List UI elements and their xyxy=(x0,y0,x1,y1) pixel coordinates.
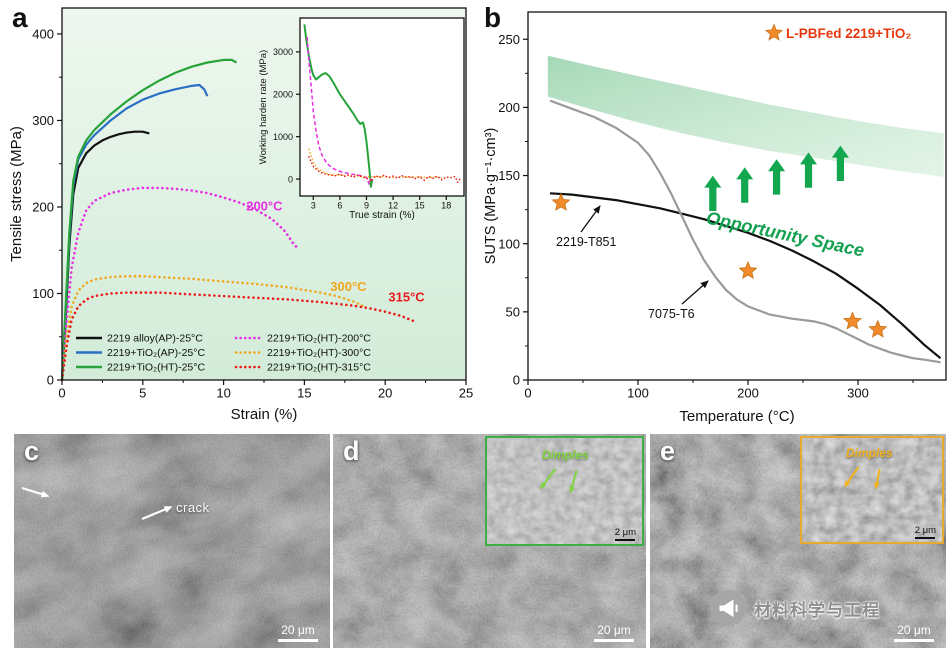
scale-bar-c-line xyxy=(278,639,318,642)
scale-bar-e: 20 μm xyxy=(894,624,934,642)
inset-scale-bar-d-line xyxy=(615,539,636,541)
watermark-text: 材料科学与工程 xyxy=(754,600,880,620)
svg-text:0: 0 xyxy=(58,385,65,400)
svg-text:300: 300 xyxy=(847,385,869,400)
svg-text:100: 100 xyxy=(627,385,649,400)
svg-text:0: 0 xyxy=(47,373,54,388)
svg-text:315°C: 315°C xyxy=(388,289,425,304)
svg-text:50: 50 xyxy=(506,305,520,320)
svg-text:2219+TiO₂(HT)-25°C: 2219+TiO₂(HT)-25°C xyxy=(107,362,205,374)
panel-d-label: d xyxy=(343,436,360,466)
sem-texture-c xyxy=(14,434,330,648)
svg-text:2000: 2000 xyxy=(273,90,293,100)
svg-text:18: 18 xyxy=(441,201,451,211)
panel-c-label: c xyxy=(24,436,40,466)
panel-b-label: b xyxy=(484,2,502,33)
inset-scale-bar-d: 2 μm xyxy=(615,528,636,541)
svg-text:2219 alloy(AP)-25°C: 2219 alloy(AP)-25°C xyxy=(107,333,203,345)
svg-text:3: 3 xyxy=(311,201,316,211)
svg-text:25: 25 xyxy=(459,385,473,400)
svg-text:300: 300 xyxy=(32,113,54,128)
svg-text:100: 100 xyxy=(32,286,54,301)
scale-bar-e-label: 20 μm xyxy=(897,623,931,638)
inset-scale-bar-e: 2 μm xyxy=(915,526,936,539)
svg-text:SUTS (MPa·g⁻¹·cm³): SUTS (MPa·g⁻¹·cm³) xyxy=(483,128,499,265)
inset-scale-bar-e-label: 2 μm xyxy=(914,525,936,537)
svg-text:0: 0 xyxy=(524,385,531,400)
svg-text:20: 20 xyxy=(378,385,392,400)
scale-bar-d-line xyxy=(594,639,634,642)
svg-text:Tensile stress (MPa): Tensile stress (MPa) xyxy=(8,126,25,262)
svg-text:15: 15 xyxy=(297,385,311,400)
svg-text:150: 150 xyxy=(498,168,520,183)
svg-text:L-PBFed 2219+TiO₂: L-PBFed 2219+TiO₂ xyxy=(786,26,911,41)
svg-text:10: 10 xyxy=(216,385,230,400)
scale-bar-d-label: 20 μm xyxy=(597,623,631,638)
svg-text:0: 0 xyxy=(288,174,293,184)
dimples-inset-e: Dimples 2 μm xyxy=(800,436,944,544)
sem-image-c: c crack 20 μm xyxy=(14,434,330,648)
svg-text:200: 200 xyxy=(32,200,54,215)
scale-bar-c: 20 μm xyxy=(278,624,318,642)
watermark: 材料科学与工程 xyxy=(710,590,880,626)
svg-text:200: 200 xyxy=(498,100,520,115)
svg-text:Working harden rate (MPa): Working harden rate (MPa) xyxy=(258,50,269,164)
inset-scale-bar-d-label: 2 μm xyxy=(614,527,636,539)
dimples-label-e: Dimples xyxy=(846,446,893,460)
dimples-inset-d: Dimples 2 μm xyxy=(485,436,644,546)
svg-text:Strain (%): Strain (%) xyxy=(231,406,298,423)
svg-text:400: 400 xyxy=(32,27,54,42)
svg-text:5: 5 xyxy=(139,385,146,400)
svg-text:2219+TiO₂(HT)-315°C: 2219+TiO₂(HT)-315°C xyxy=(267,362,371,374)
svg-text:9: 9 xyxy=(364,201,369,211)
svg-text:250: 250 xyxy=(498,32,520,47)
sem-image-d: d Dimples 2 μm xyxy=(333,434,646,648)
svg-text:12: 12 xyxy=(388,201,398,211)
svg-text:Temperature (°C): Temperature (°C) xyxy=(679,408,794,425)
megaphone-icon xyxy=(710,590,746,626)
svg-text:2219+TiO₂(HT)-300°C: 2219+TiO₂(HT)-300°C xyxy=(267,347,371,359)
dimples-texture-d xyxy=(487,438,642,544)
panel-e-label: e xyxy=(660,436,676,466)
svg-text:6: 6 xyxy=(337,201,342,211)
svg-text:100: 100 xyxy=(498,236,520,251)
svg-text:200: 200 xyxy=(737,385,759,400)
stress-strain-chart: 0 5 10 15 20 25 0 100 200 300 400 Strain (%) Tensile… xyxy=(8,7,473,423)
svg-text:2219-T851: 2219-T851 xyxy=(556,235,617,249)
sem-image-e: e Dimples 2 μm xyxy=(650,434,946,648)
inset-scale-bar-e-line xyxy=(915,537,936,539)
svg-text:2219+TiO₂(HT)-200°C: 2219+TiO₂(HT)-200°C xyxy=(267,333,371,345)
scale-bar-c-label: 20 μm xyxy=(281,623,315,638)
svg-text:200°C: 200°C xyxy=(246,198,283,213)
svg-text:3000: 3000 xyxy=(273,47,293,57)
svg-text:7075-T6: 7075-T6 xyxy=(648,307,695,321)
svg-text:300°C: 300°C xyxy=(330,279,367,294)
dimples-label-d: Dimples xyxy=(542,448,589,462)
scale-bar-e-line xyxy=(894,639,934,642)
svg-text:0: 0 xyxy=(513,373,520,388)
crack-label: crack xyxy=(176,500,210,515)
svg-text:2219+TiO₂(AP)-25°C: 2219+TiO₂(AP)-25°C xyxy=(107,347,205,359)
scale-bar-d: 20 μm xyxy=(594,624,634,642)
svg-text:True strain (%): True strain (%) xyxy=(349,210,415,221)
dimples-texture-e xyxy=(802,438,942,542)
svg-text:15: 15 xyxy=(415,201,425,211)
panel-a-label: a xyxy=(12,2,28,33)
svg-text:1000: 1000 xyxy=(273,132,293,142)
